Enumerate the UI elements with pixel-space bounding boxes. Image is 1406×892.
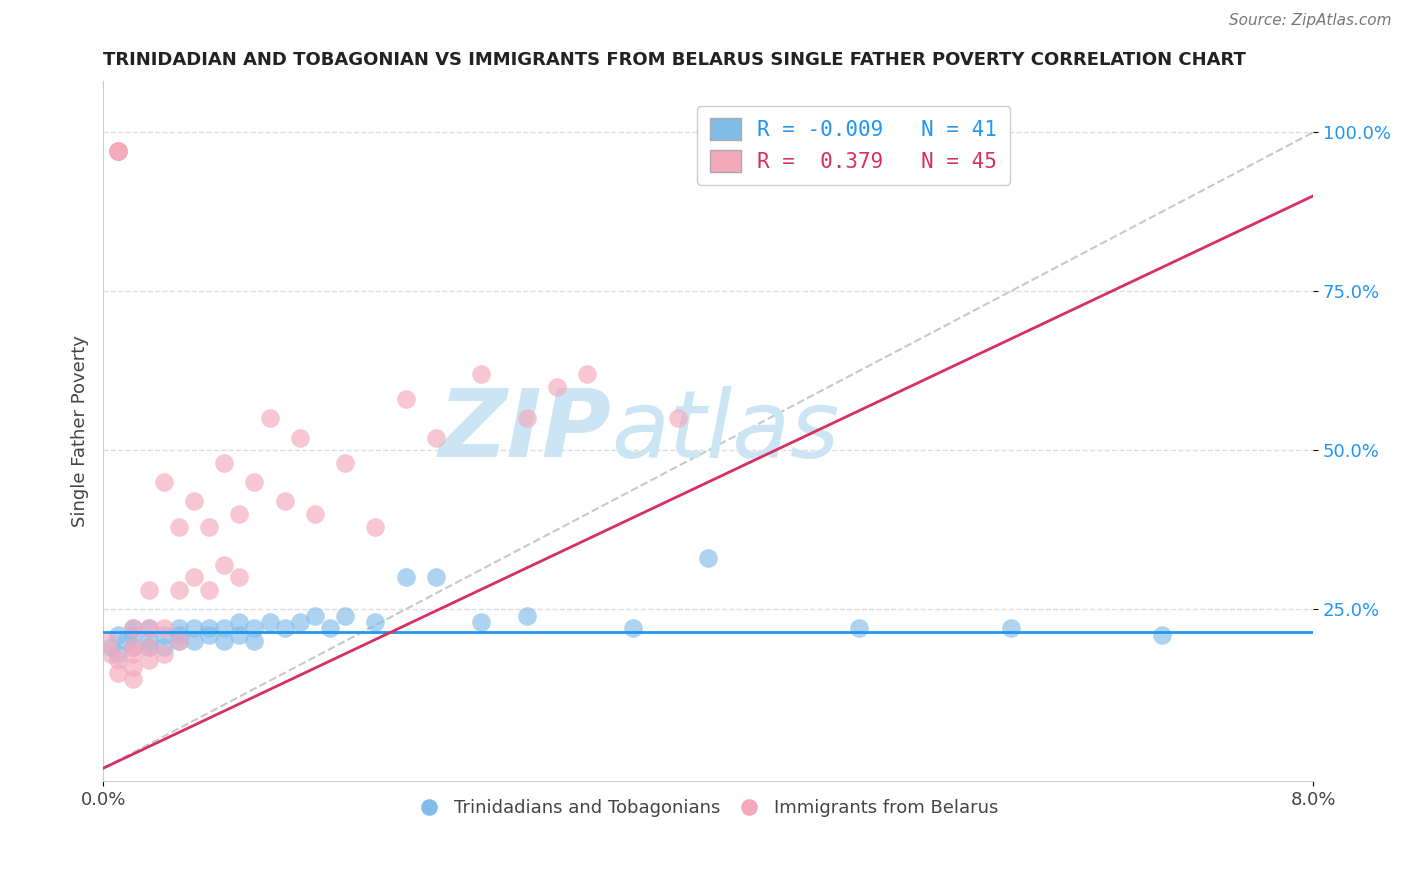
Point [516, 411, 538, 425]
Point [183, 570, 205, 584]
Point [364, 615, 387, 629]
Point [183, 634, 205, 648]
Point [621, 621, 644, 635]
Point [259, 615, 281, 629]
Point [107, 653, 129, 667]
Point [122, 659, 145, 673]
Point [107, 145, 129, 159]
Point [122, 640, 145, 655]
Point [138, 640, 160, 655]
Point [107, 145, 129, 159]
Point [138, 653, 160, 667]
Point [122, 621, 145, 635]
Point [304, 507, 326, 521]
Point [212, 621, 235, 635]
Point [138, 640, 160, 655]
Point [470, 367, 492, 381]
Point [228, 507, 250, 521]
Point [848, 621, 870, 635]
Point [107, 665, 129, 680]
Point [546, 379, 568, 393]
Point [364, 519, 387, 533]
Point [122, 672, 145, 686]
Point [425, 570, 447, 584]
Point [288, 615, 311, 629]
Point [107, 647, 129, 661]
Point [243, 621, 266, 635]
Point [228, 615, 250, 629]
Point [138, 621, 160, 635]
Point [243, 634, 266, 648]
Point [167, 634, 190, 648]
Point [97, 634, 120, 648]
Point [152, 647, 174, 661]
Point [152, 621, 174, 635]
Point [228, 570, 250, 584]
Point [576, 367, 599, 381]
Point [212, 456, 235, 470]
Point [138, 634, 160, 648]
Point [304, 608, 326, 623]
Point [425, 431, 447, 445]
Point [198, 519, 221, 533]
Point [167, 583, 190, 598]
Point [152, 628, 174, 642]
Point [138, 583, 160, 598]
Point [228, 628, 250, 642]
Text: atlas: atlas [612, 385, 839, 476]
Point [114, 634, 136, 648]
Point [122, 640, 145, 655]
Point [516, 608, 538, 623]
Text: TRINIDADIAN AND TOBAGONIAN VS IMMIGRANTS FROM BELARUS SINGLE FATHER POVERTY CORR: TRINIDADIAN AND TOBAGONIAN VS IMMIGRANTS… [103, 51, 1246, 69]
Point [183, 494, 205, 508]
Point [152, 640, 174, 655]
Point [243, 475, 266, 489]
Point [395, 392, 418, 407]
Point [212, 558, 235, 572]
Text: ZIP: ZIP [439, 385, 612, 477]
Point [333, 456, 356, 470]
Point [1000, 621, 1022, 635]
Point [212, 634, 235, 648]
Point [259, 411, 281, 425]
Point [198, 621, 221, 635]
Point [319, 621, 342, 635]
Point [122, 621, 145, 635]
Point [107, 145, 129, 159]
Point [107, 628, 129, 642]
Point [333, 608, 356, 623]
Point [167, 628, 190, 642]
Point [395, 570, 418, 584]
Point [666, 411, 689, 425]
Point [1150, 628, 1173, 642]
Y-axis label: Single Father Poverty: Single Father Poverty [72, 335, 89, 527]
Point [697, 551, 720, 566]
Point [100, 640, 122, 655]
Point [273, 494, 295, 508]
Point [122, 628, 145, 642]
Point [122, 647, 145, 661]
Text: Source: ZipAtlas.com: Source: ZipAtlas.com [1229, 13, 1392, 29]
Point [198, 583, 221, 598]
Point [152, 475, 174, 489]
Point [100, 647, 122, 661]
Point [183, 621, 205, 635]
Point [107, 145, 129, 159]
Point [167, 621, 190, 635]
Legend: Trinidadians and Tobagonians, Immigrants from Belarus: Trinidadians and Tobagonians, Immigrants… [411, 792, 1005, 824]
Point [167, 519, 190, 533]
Point [273, 621, 295, 635]
Point [138, 621, 160, 635]
Point [288, 431, 311, 445]
Point [198, 628, 221, 642]
Point [470, 615, 492, 629]
Point [167, 634, 190, 648]
